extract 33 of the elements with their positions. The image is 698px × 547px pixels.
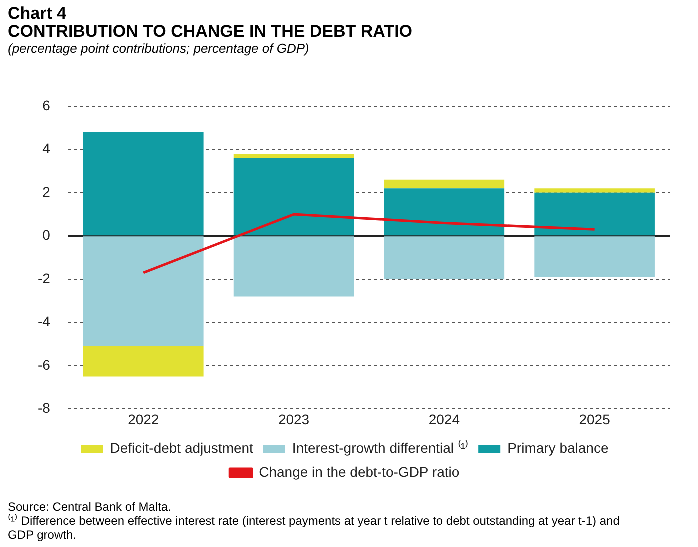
x-tick-label: 2023 — [278, 411, 310, 428]
y-tick-label: -2 — [38, 270, 51, 286]
bar — [534, 236, 655, 278]
y-tick-label: 2 — [42, 184, 51, 200]
source-note: Source: Central Bank of Malta. — [8, 500, 172, 514]
bar — [234, 154, 354, 158]
bar — [83, 236, 204, 346]
bar — [534, 192, 655, 236]
bar — [83, 132, 204, 236]
y-axis-title: (percentage point contributions; percentage of GDP) — [8, 41, 310, 56]
bar — [234, 158, 354, 236]
x-tick-label: 2022 — [128, 411, 160, 428]
legend-label: Interest-growth differential ⁽¹⁾ — [292, 440, 469, 456]
y-tick-label: -6 — [38, 356, 51, 373]
legend-label: Primary balance — [508, 440, 609, 456]
bar — [83, 346, 204, 377]
text: ⁽¹⁾ Difference between effective interest rate (interest payments at year t relative to debt outstanding at year t-1) and GDP growth. — [8, 514, 621, 542]
chart-subtitle: CONTRIBUTION TO CHANGE IN THE DEBT RATIO — [8, 22, 413, 42]
y-tick-label: 6 — [42, 97, 51, 114]
legend-label: Change in the debt-to-GDP ratio — [259, 464, 460, 480]
x-tick-label: 2025 — [579, 411, 611, 428]
y-tick-label: 0 — [42, 227, 51, 244]
bar — [534, 188, 655, 193]
bar — [234, 236, 354, 297]
chart-title: Chart 4 — [8, 4, 67, 24]
x-tick-label: 2024 — [428, 411, 460, 428]
bar — [384, 188, 505, 236]
y-tick-label: 4 — [42, 140, 51, 157]
y-tick-label: -8 — [38, 400, 51, 416]
legend-label: Deficit-debt adjustment — [110, 440, 254, 456]
y-tick-label: -4 — [38, 314, 51, 330]
bar — [384, 236, 505, 280]
bar — [384, 180, 505, 189]
